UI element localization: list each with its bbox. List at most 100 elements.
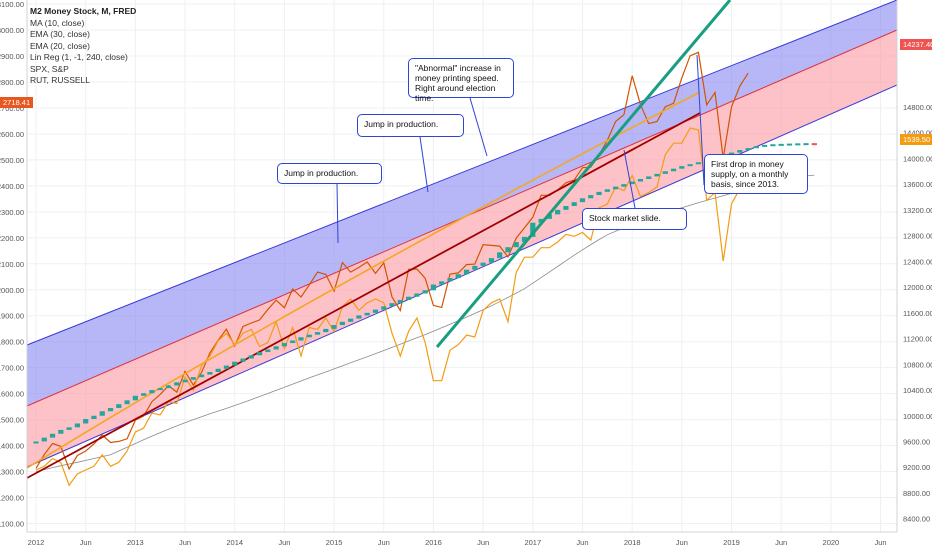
m2-candle: [174, 382, 180, 386]
y-right-tick-label: 11200.00: [903, 335, 932, 344]
m2-candle: [116, 404, 122, 409]
m2-candle: [232, 361, 238, 366]
y-left-tick-label: 1600.00: [0, 390, 24, 399]
m2-candle: [298, 337, 304, 341]
x-tick-label: 2014: [226, 538, 243, 547]
m2-candle: [538, 218, 544, 223]
m2-candle: [58, 429, 64, 434]
m2-candle: [273, 346, 279, 350]
m2-candle: [571, 202, 577, 207]
m2-candle: [356, 315, 362, 319]
m2-candle: [563, 206, 569, 210]
m2-candle: [695, 162, 701, 165]
x-tick-label: Jun: [875, 538, 887, 547]
m2-candle: [786, 143, 793, 146]
m2-candle: [728, 152, 735, 156]
linreg-line: [26, 112, 701, 479]
x-tick-label: Jun: [775, 538, 787, 547]
m2-candle: [455, 274, 461, 279]
m2-candle: [505, 247, 511, 253]
x-tick-label: 2016: [425, 538, 442, 547]
m2-candle: [124, 400, 130, 405]
m2-candle: [265, 349, 271, 353]
m2-candle: [770, 144, 776, 147]
y-right-tick-label: 14800.00: [903, 103, 932, 112]
y-left-tick-label: 2400.00: [0, 182, 24, 191]
m2-candle: [389, 303, 395, 307]
m2-candle: [157, 388, 163, 391]
y-left-tick-label: 3100.00: [0, 0, 24, 9]
m2-candle: [223, 365, 230, 369]
y-left-tick-label: 1400.00: [0, 442, 24, 451]
m2-candle: [662, 171, 668, 174]
trend-line: [435, 0, 732, 348]
m2-candle: [215, 368, 221, 373]
m2-candle: [795, 143, 801, 146]
legend-item-linreg[interactable]: Lin Reg (1, -1, 240, close): [30, 52, 128, 62]
m2-candle: [281, 343, 287, 347]
right-price-badge-rut: 1539.50: [900, 134, 932, 145]
m2-candle: [91, 415, 97, 419]
x-tick-label: 2020: [823, 538, 840, 547]
annotation-pointer: [469, 97, 488, 157]
m2-candle: [621, 184, 627, 187]
y-left-tick-label: 2800.00: [0, 78, 24, 87]
y-left-tick-label: 2200.00: [0, 234, 24, 243]
annotation-pointer: [696, 54, 705, 186]
m2-candle: [331, 325, 337, 329]
legend-item-ma10[interactable]: MA (10, close): [30, 17, 85, 28]
y-right-tick-label: 14400.00: [903, 129, 932, 138]
x-tick-label: Jun: [80, 538, 92, 547]
m2-candle: [497, 252, 503, 259]
m2-candle: [430, 284, 437, 291]
m2-candle: [190, 377, 196, 380]
x-tick-label: Jun: [676, 538, 688, 547]
x-tick-label: 2019: [723, 538, 740, 547]
m2-candle: [306, 334, 312, 338]
y-right-tick-label: 12400.00: [903, 257, 932, 266]
channel-lower-band: [27, 30, 897, 467]
m2-candle: [778, 143, 784, 146]
m2-candle: [339, 321, 345, 326]
x-tick-label: Jun: [278, 538, 290, 547]
m2-candle: [588, 195, 594, 199]
x-tick-label: Jun: [378, 538, 390, 547]
legend-item-rut[interactable]: RUT, RUSSELL: [30, 75, 90, 85]
ma10-line: [35, 174, 815, 472]
channel-lower-line: [26, 84, 898, 468]
m2-candle: [463, 269, 470, 275]
legend-item-ema30[interactable]: EMA (30, close): [30, 29, 90, 39]
legend-title[interactable]: M2 Money Stock, M, FRED: [30, 6, 137, 16]
m2-candle: [530, 222, 536, 237]
m2-candle: [182, 379, 188, 383]
m2-candle: [66, 427, 72, 430]
y-left-tick-label: 2000.00: [0, 286, 24, 295]
m2-candle: [762, 144, 768, 147]
x-tick-label: 2018: [624, 538, 641, 547]
y-left-tick-label: 1500.00: [0, 416, 24, 425]
m2-candle: [546, 214, 552, 219]
m2-candle: [99, 411, 105, 416]
m2-candle: [256, 352, 263, 356]
annotation-pointer: [623, 149, 636, 209]
y-left-tick-label: 2700.00: [0, 104, 24, 113]
legend-item-ema20[interactable]: EMA (20, close): [30, 40, 90, 51]
m2-candle: [596, 191, 602, 196]
y-right-tick-label: 10000.00: [903, 412, 932, 421]
legend-item-spx[interactable]: SPX, S&P: [30, 63, 69, 74]
x-tick-label: 2012: [28, 538, 45, 547]
y-right-tick-label: 9200.00: [903, 463, 930, 472]
y-left-tick-label: 2900.00: [0, 52, 24, 61]
x-tick-label: Jun: [179, 538, 191, 547]
spx-line: [35, 51, 749, 471]
y-left-tick-label: 1100.00: [0, 520, 24, 529]
m2-candle: [422, 290, 428, 294]
left-price-badge: 2718.41: [0, 97, 34, 108]
x-tick-label: Jun: [477, 538, 489, 547]
y-left-tick-label: 2100.00: [0, 260, 24, 269]
m2-candle: [579, 198, 586, 203]
m2-candle: [149, 390, 155, 394]
m2-candle: [670, 168, 677, 172]
y-right-tick-label: 11600.00: [903, 309, 932, 318]
